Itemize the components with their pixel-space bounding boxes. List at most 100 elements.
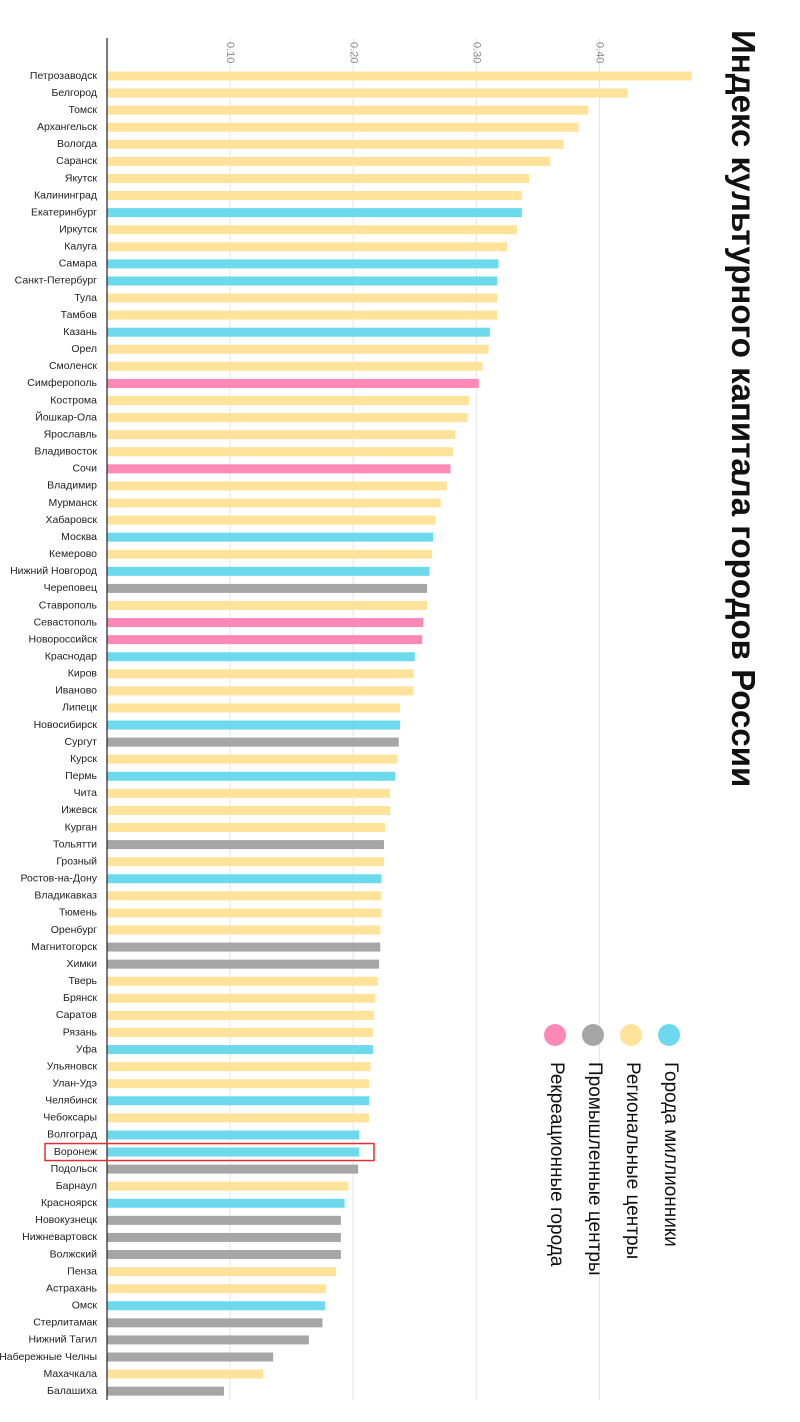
bar [107, 498, 441, 508]
category-label: Чебоксары [43, 1112, 97, 1124]
bar [107, 430, 456, 440]
bar [107, 669, 414, 679]
bar [107, 88, 628, 98]
bar [107, 583, 428, 593]
category-label: Оренбург [51, 924, 97, 936]
category-label: Барнаул [56, 1180, 97, 1192]
bar [107, 276, 498, 286]
bar [107, 293, 498, 303]
category-label: Стерлитамак [33, 1317, 97, 1329]
bar [107, 1027, 373, 1037]
category-label: Симферополь [27, 377, 97, 389]
category-label: Якутск [65, 172, 97, 184]
bar [107, 344, 489, 354]
category-label: Брянск [63, 992, 97, 1004]
bar [107, 327, 490, 337]
bar [107, 823, 386, 833]
category-label: Тула [74, 292, 97, 304]
bar [107, 361, 483, 371]
bar [107, 600, 428, 610]
bar [107, 566, 430, 576]
category-label: Химки [66, 958, 97, 970]
bar [107, 208, 522, 218]
bar [107, 737, 399, 747]
category-label: Курск [70, 753, 97, 765]
category-label: Ульяновск [47, 1060, 98, 1072]
category-label: Уфа [76, 1043, 97, 1055]
category-label: Грозный [56, 855, 97, 867]
category-label: Новороссийск [29, 633, 98, 645]
legend-swatch-industrial [582, 1024, 604, 1046]
bar [107, 310, 498, 320]
bar [107, 1284, 327, 1294]
bar [107, 771, 396, 781]
chart-title-container: Индекс культурного капитала городов Росс… [710, 30, 770, 850]
bar [107, 413, 468, 423]
bar [107, 225, 517, 235]
category-label: Владимир [47, 480, 97, 492]
x-tick-label: 0.20 [347, 42, 359, 63]
bar [107, 618, 424, 628]
bar [107, 1335, 309, 1345]
bar [107, 139, 564, 149]
category-label: Новокузнецк [35, 1214, 97, 1226]
category-label: Кострома [50, 394, 97, 406]
bar [107, 976, 378, 986]
legend-label-regional: Региональные центры [622, 1062, 643, 1260]
category-label: Пермь [65, 770, 97, 782]
category-label: Ставрополь [39, 599, 98, 611]
category-label: Липецк [62, 702, 97, 714]
legend-item-recreational: Рекреационные города [540, 1020, 570, 1320]
legend-swatch-recreational [544, 1024, 566, 1046]
category-label: Волгоград [47, 1129, 97, 1141]
category-label: Вологда [57, 138, 97, 150]
bar [107, 378, 479, 388]
bar [107, 652, 415, 662]
bar [107, 993, 376, 1003]
bar [107, 1045, 373, 1055]
category-label: Красноярск [41, 1197, 97, 1209]
category-label: Краснодар [45, 651, 97, 663]
category-label: Астрахань [46, 1282, 98, 1294]
bar [107, 447, 453, 457]
category-label: Екатеринбург [31, 206, 97, 218]
category-label: Тюмень [59, 907, 98, 919]
category-label: Архангельск [37, 121, 97, 133]
category-label: Махачкала [43, 1368, 97, 1380]
bar [107, 1352, 274, 1362]
legend-label-millionniki: Города миллионники [660, 1062, 681, 1247]
category-label: Владивосток [34, 446, 97, 458]
bar [107, 891, 382, 901]
bar [107, 396, 469, 406]
category-label: Севастополь [34, 616, 98, 628]
category-labels: Петрозаводск Белгород Томск Архангельск Воло… [0, 70, 98, 1397]
category-label: Владикавказ [34, 890, 97, 902]
category-label: Мурманск [48, 497, 97, 509]
bar [107, 71, 692, 81]
category-label: Балашиха [47, 1385, 97, 1397]
bar [107, 549, 432, 559]
bar [107, 1232, 341, 1242]
category-label: Ярославль [44, 428, 98, 440]
category-label: Калининград [34, 189, 97, 201]
bar [107, 481, 447, 491]
category-label: Иваново [55, 685, 97, 697]
bar [107, 840, 384, 850]
legend-item-regional: Региональные центры [616, 1020, 646, 1320]
category-label: Саранск [56, 155, 97, 167]
bars [107, 71, 692, 1396]
category-label: Нижневартовск [22, 1231, 97, 1243]
bar [107, 1062, 371, 1072]
category-label: Белгород [51, 87, 97, 99]
legend: Города миллионники Региональные центры П… [540, 1020, 690, 1320]
category-label: Иркутск [59, 224, 97, 236]
bar [107, 857, 384, 867]
category-label: Воронеж [54, 1146, 97, 1158]
bar [107, 754, 398, 764]
bar [107, 1130, 360, 1140]
category-label: Новосибирск [34, 719, 98, 731]
bar [107, 156, 551, 166]
category-label: Тамбов [61, 309, 98, 321]
category-label: Ижевск [61, 804, 97, 816]
category-label: Калуга [64, 241, 97, 253]
